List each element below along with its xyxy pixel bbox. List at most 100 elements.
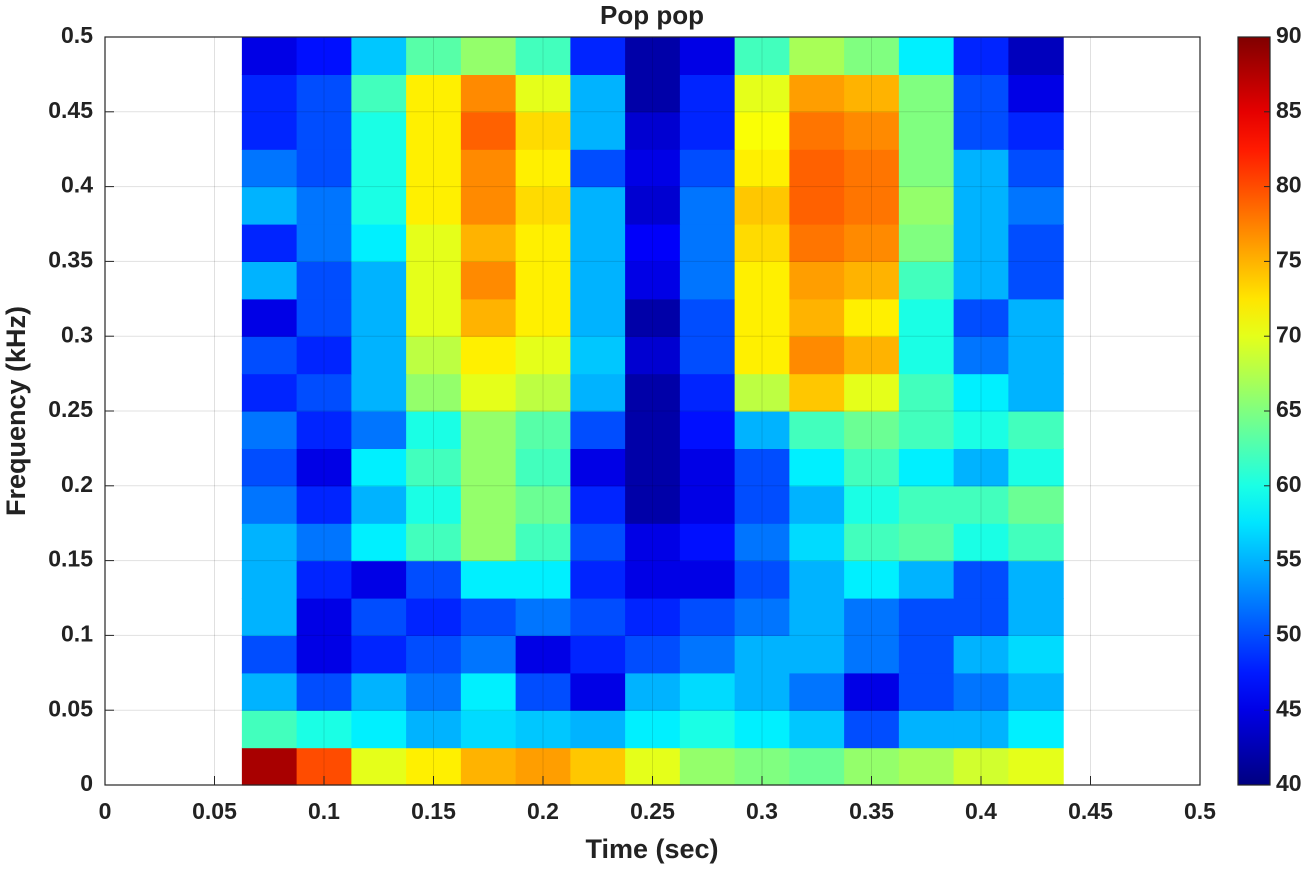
heatmap-cell xyxy=(296,411,352,449)
heatmap-cell xyxy=(625,336,681,375)
heatmap-cell xyxy=(679,298,736,337)
heatmap-cell xyxy=(844,485,900,524)
heatmap-cell xyxy=(241,261,298,300)
heatmap-cell xyxy=(515,186,571,225)
heatmap-cell xyxy=(953,261,1009,300)
colorbar-tick-label: 85 xyxy=(1276,97,1302,123)
heatmap-cell xyxy=(953,298,1009,337)
y-tick-label: 0 xyxy=(80,770,93,796)
heatmap-cell xyxy=(515,710,571,749)
heatmap-cell xyxy=(406,710,462,749)
heatmap-cell xyxy=(570,672,626,711)
heatmap-cell xyxy=(515,224,571,262)
heatmap-cell xyxy=(460,186,517,225)
heatmap-cell xyxy=(734,261,790,300)
heatmap-cell xyxy=(844,635,900,674)
heatmap-cell xyxy=(1008,111,1064,150)
heatmap-cell xyxy=(406,411,462,449)
heatmap-cell xyxy=(406,37,462,75)
heatmap-cell xyxy=(844,523,900,562)
heatmap-cell xyxy=(679,710,736,749)
heatmap-cell xyxy=(625,523,681,562)
heatmap-cell xyxy=(953,598,1009,636)
heatmap-cell xyxy=(460,635,517,674)
colorbar-tick-label: 45 xyxy=(1276,695,1302,721)
heatmap-cell xyxy=(1008,186,1064,225)
heatmap-cell xyxy=(296,560,352,599)
heatmap-cell xyxy=(844,411,900,449)
heatmap-cell xyxy=(570,747,626,786)
heatmap-cell xyxy=(953,186,1009,225)
heatmap-cell xyxy=(953,523,1009,562)
heatmap-cell xyxy=(734,224,790,262)
heatmap-cell xyxy=(789,485,845,524)
heatmap-cell xyxy=(898,411,955,449)
heatmap-cell xyxy=(789,411,845,449)
heatmap-cell xyxy=(734,373,790,412)
heatmap-cell xyxy=(953,485,1009,524)
heatmap-cell xyxy=(844,448,900,487)
heatmap-cell xyxy=(734,635,790,674)
heatmap-cell xyxy=(898,111,955,150)
heatmap-cell xyxy=(570,261,626,300)
heatmap-cell xyxy=(351,111,407,150)
heatmap-cell xyxy=(898,336,955,375)
heatmap-cell xyxy=(625,74,681,113)
heatmap-cell xyxy=(296,373,352,412)
heatmap-cell xyxy=(460,672,517,711)
heatmap-cell xyxy=(515,261,571,300)
heatmap-cell xyxy=(241,672,298,711)
colorbar-tick-label: 75 xyxy=(1276,246,1302,272)
heatmap-cell xyxy=(241,336,298,375)
heatmap-cell xyxy=(241,747,298,786)
heatmap-cell xyxy=(625,672,681,711)
heatmap-cell xyxy=(570,523,626,562)
y-tick-label: 0.2 xyxy=(61,471,93,497)
heatmap-cell xyxy=(679,37,736,75)
heatmap-cell xyxy=(679,261,736,300)
heatmap-cell xyxy=(351,672,407,711)
heatmap-cell xyxy=(679,523,736,562)
heatmap-cell xyxy=(515,523,571,562)
heatmap-cell xyxy=(351,373,407,412)
heatmap-cell xyxy=(789,710,845,749)
heatmap-cell xyxy=(625,186,681,225)
y-tick-label: 0.3 xyxy=(61,321,93,347)
heatmap-cell xyxy=(1008,747,1064,786)
heatmap-cell xyxy=(351,224,407,262)
heatmap-cell xyxy=(570,186,626,225)
heatmap-cell xyxy=(460,560,517,599)
heatmap-cell xyxy=(625,111,681,150)
heatmap-cell xyxy=(679,224,736,262)
heatmap-cell xyxy=(460,336,517,375)
heatmap-cell xyxy=(953,448,1009,487)
heatmap-cell xyxy=(570,111,626,150)
heatmap-cell xyxy=(679,635,736,674)
heatmap-cell xyxy=(241,598,298,636)
heatmap-cell xyxy=(515,74,571,113)
heatmap-cell xyxy=(406,373,462,412)
heatmap-cell xyxy=(679,336,736,375)
heatmap-cell xyxy=(1008,37,1064,75)
heatmap-cell xyxy=(296,74,352,113)
heatmap-cell xyxy=(679,485,736,524)
heatmap-cell xyxy=(898,74,955,113)
heatmap-cell xyxy=(734,672,790,711)
heatmap-cell xyxy=(789,149,845,188)
heatmap-cell xyxy=(241,37,298,75)
y-tick-label: 0.05 xyxy=(48,695,93,721)
heatmap-cell xyxy=(789,224,845,262)
heatmap-cell xyxy=(570,298,626,337)
heatmap-cell xyxy=(515,149,571,188)
heatmap-cell xyxy=(460,111,517,150)
heatmap-cell xyxy=(734,186,790,225)
heatmap-cell xyxy=(351,485,407,524)
heatmap-cell xyxy=(625,598,681,636)
heatmap-cell xyxy=(734,485,790,524)
heatmap-cell xyxy=(1008,298,1064,337)
heatmap-cell xyxy=(296,485,352,524)
heatmap-cell xyxy=(351,635,407,674)
heatmap-cell xyxy=(898,149,955,188)
heatmap-cell xyxy=(570,373,626,412)
heatmap-cell xyxy=(241,635,298,674)
